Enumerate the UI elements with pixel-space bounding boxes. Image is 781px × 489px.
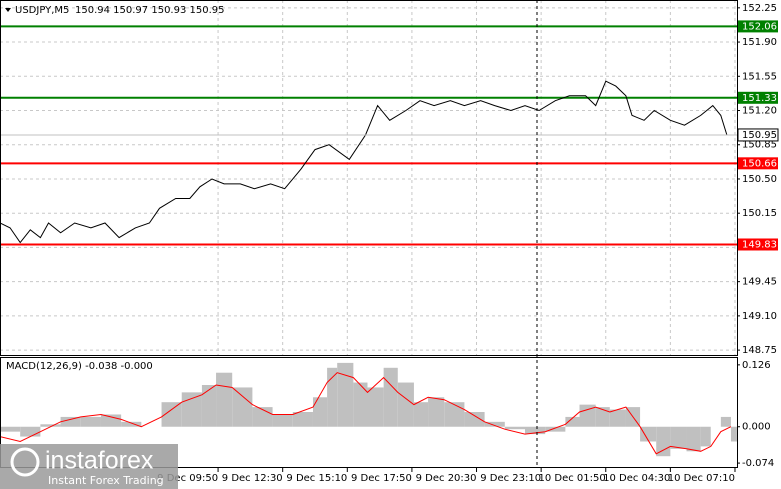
level-label: 149.83: [742, 239, 777, 250]
logo: instaforex Instant Forex Trading: [0, 444, 178, 489]
y-tick-label: -0.074: [742, 458, 774, 469]
y-tick-label: 151.20: [742, 106, 777, 117]
price-line: [0, 80, 728, 244]
price-line: [0, 372, 732, 455]
macd-bar: [413, 402, 429, 427]
macd-bar: [545, 426, 566, 432]
macd-bar: [700, 426, 711, 447]
y-tick-label: 148.75: [742, 345, 777, 356]
macd-bar: [80, 416, 101, 427]
macd-bar: [609, 409, 626, 427]
x-tick-label: 9 Dec 09:50: [157, 473, 218, 484]
brand-tagline: Instant Forex Trading: [48, 474, 164, 487]
logo-bg: [0, 444, 178, 489]
current-price-label: 150.95: [742, 130, 777, 141]
y-tick-label: 151.90: [742, 37, 777, 48]
level-label: 152.06: [742, 21, 777, 32]
x-tick-label: 9 Dec 20:30: [416, 473, 477, 484]
macd-title: MACD(12,26,9) -0.038 -0.000: [6, 361, 153, 372]
y-tick-label: 0.000: [742, 422, 771, 433]
macd-bar: [686, 426, 701, 452]
level-label: 151.33: [742, 93, 777, 104]
macd-bar: [720, 416, 731, 427]
x-tick-label: 10 Dec 01:50: [538, 473, 605, 484]
y-tick-label: 152.25: [742, 3, 777, 14]
macd-bar: [232, 387, 253, 427]
macd-bar: [428, 397, 445, 427]
macd-bar: [383, 367, 398, 427]
y-tick-label: 149.45: [742, 277, 777, 288]
macd-bar: [40, 424, 61, 427]
logo-icon: [10, 447, 40, 477]
macd-bar: [464, 412, 485, 427]
macd-bar: [100, 414, 122, 427]
y-tick-label: 149.10: [742, 311, 777, 322]
macd-bar: [670, 426, 687, 449]
x-tick-label: 10 Dec 07:10: [668, 473, 735, 484]
macd-bar: [640, 426, 657, 442]
x-tick-label: 9 Dec 23:10: [480, 473, 541, 484]
x-tick-label: 9 Dec 15:10: [286, 473, 347, 484]
macd-bar: [656, 426, 671, 457]
macd-bar: [337, 362, 354, 427]
brand-name: instaforex: [45, 447, 154, 475]
y-tick-label: 151.55: [742, 71, 777, 82]
macd-bar: [353, 382, 368, 427]
main-frame: [0, 0, 738, 356]
chart-title: USDJPY,M5: [15, 5, 69, 16]
macd-bar: [397, 382, 414, 427]
macd-bar: [484, 421, 505, 427]
macd-bar: [201, 384, 217, 427]
macd-bar: [312, 397, 328, 427]
macd-bar: [272, 414, 293, 427]
y-tick-label: 0.126: [742, 360, 771, 371]
macd-bar: [292, 412, 313, 427]
macd-bar: [444, 402, 465, 427]
macd-bar: [20, 426, 41, 437]
level-label-bg: [738, 238, 778, 251]
macd-bar: [216, 372, 233, 427]
macd-bar: [181, 392, 202, 427]
level-label-bg: [738, 20, 778, 33]
level-label: 150.66: [742, 158, 777, 169]
macd-bar: [579, 404, 596, 427]
macd-bar: [524, 426, 546, 435]
macd-bar: [60, 416, 81, 427]
x-tick-label: 9 Dec 12:30: [222, 473, 283, 484]
macd-bar: [367, 387, 384, 427]
x-tick-label: 9 Dec 17:50: [351, 473, 412, 484]
macd-bar: [504, 426, 525, 430]
y-tick-label: 150.50: [742, 174, 777, 185]
macd-bar: [565, 416, 580, 427]
level-label-bg: [738, 157, 778, 170]
y-tick-label: 150.85: [742, 140, 777, 151]
x-tick-label: 10 Dec 04:30: [603, 473, 670, 484]
ohlc: 150.94 150.97 150.93 150.95: [75, 5, 225, 16]
macd-bar: [161, 402, 182, 427]
macd-bar: [595, 407, 610, 427]
macd-bar: [730, 426, 737, 442]
y-tick-label: 150.15: [742, 208, 777, 219]
macd-frame: [0, 357, 738, 468]
level-label-bg: [738, 91, 778, 104]
macd-bar: [121, 421, 142, 427]
menu-arrow: [5, 8, 11, 12]
macd-bar: [327, 367, 338, 427]
macd-bar: [0, 426, 21, 432]
